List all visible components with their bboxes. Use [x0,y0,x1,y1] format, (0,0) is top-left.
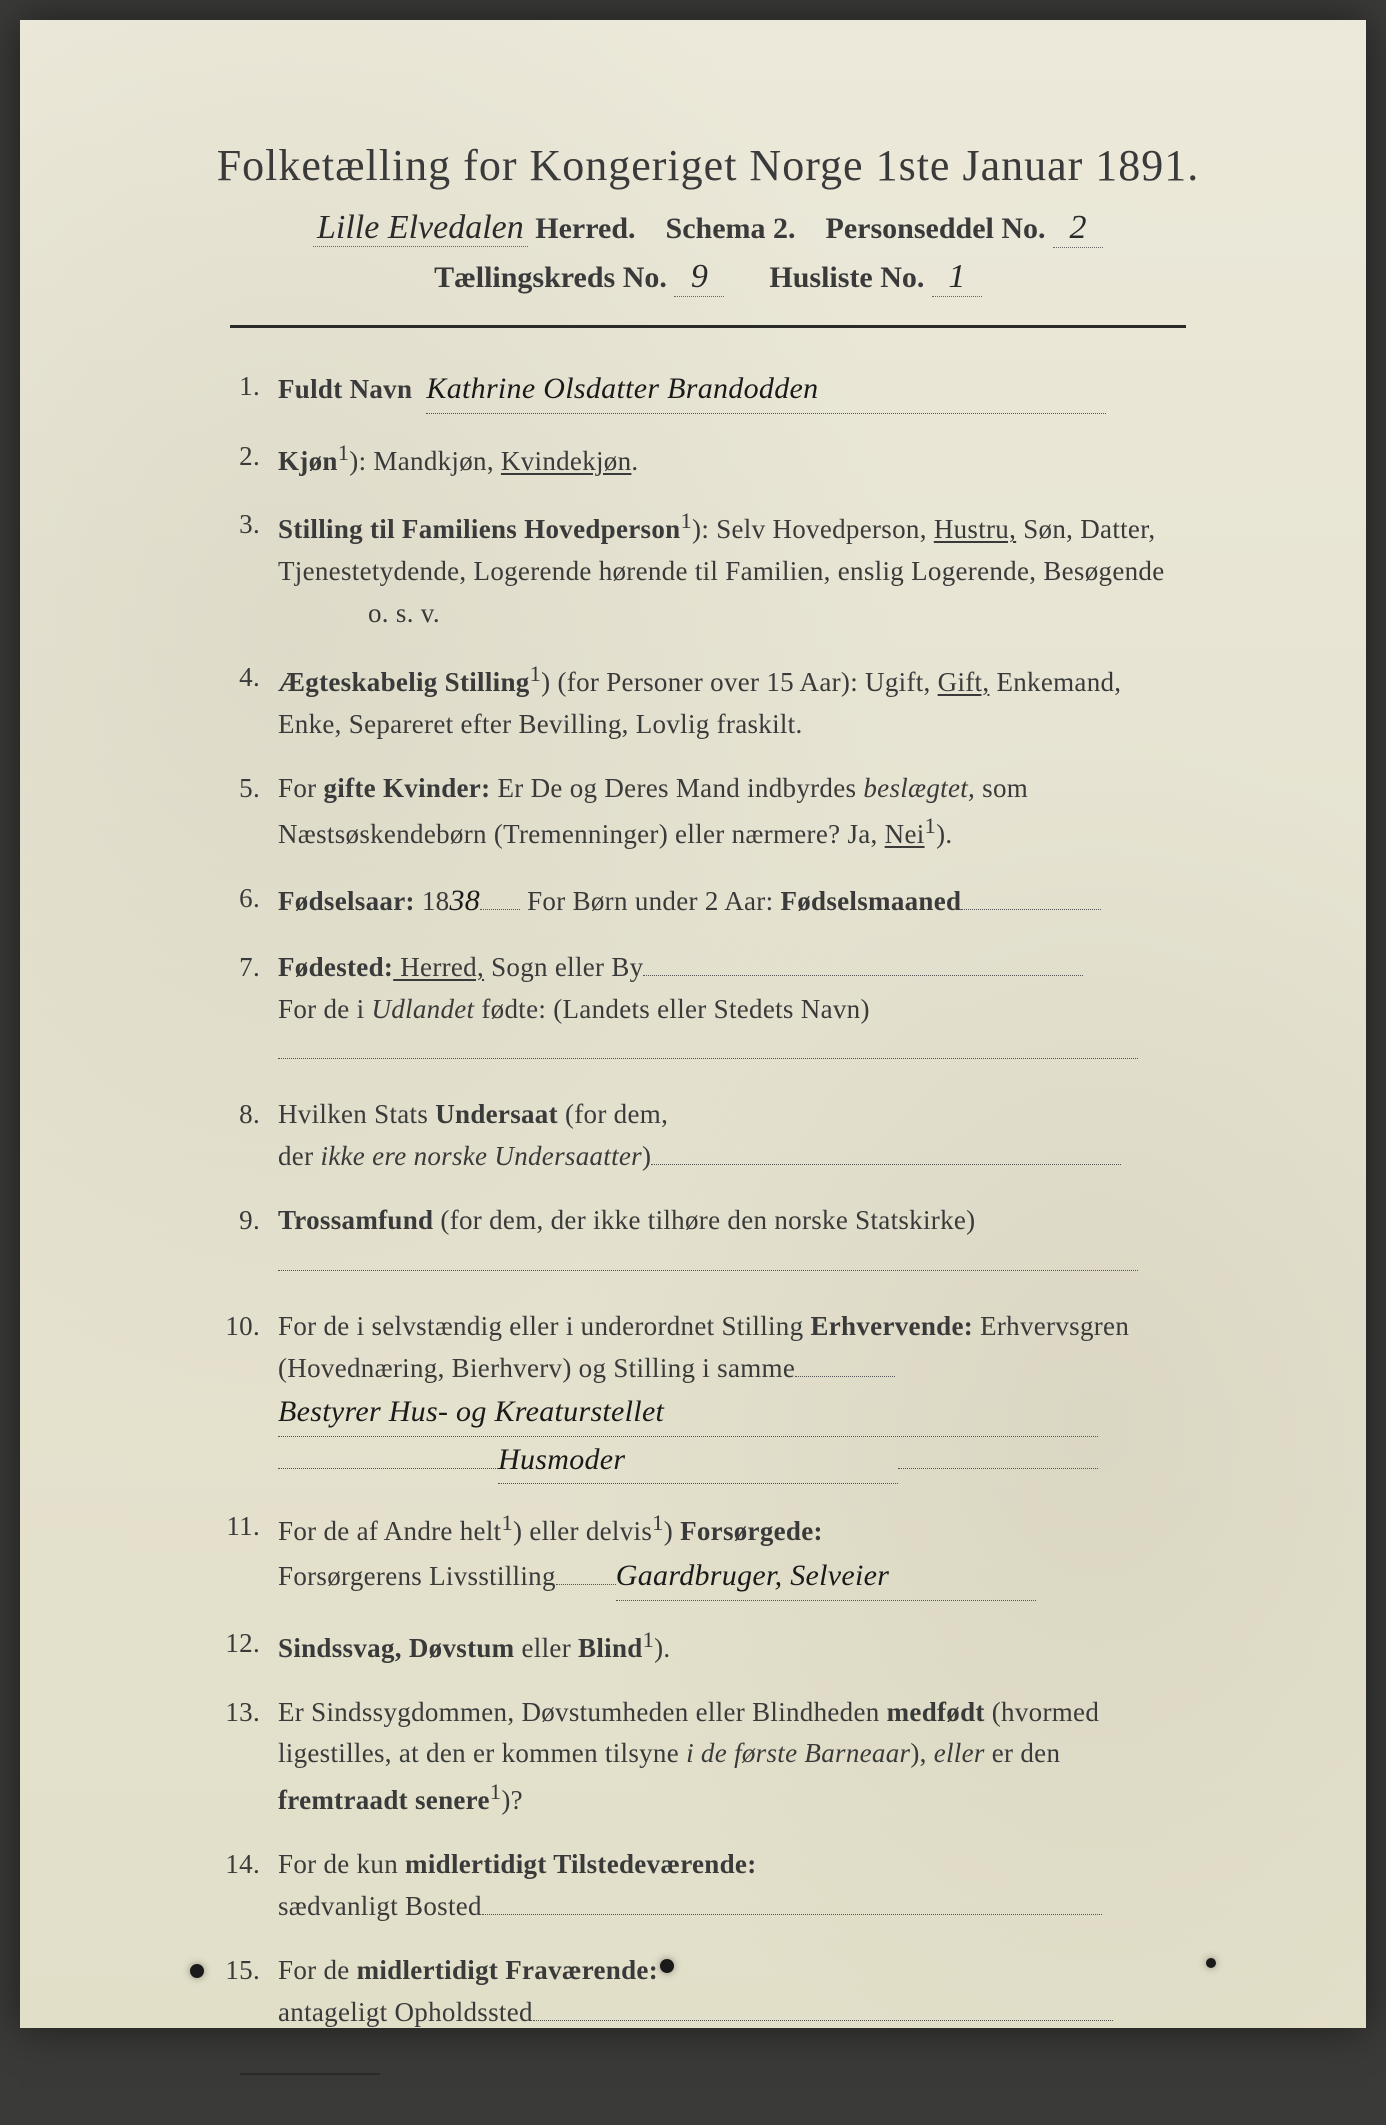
item-5: 5. For gifte Kvinder: Er De og Deres Man… [220,768,1186,857]
item-9: 9. Trossamfund (for dem, der ikke tilhør… [220,1200,1186,1284]
herred-row: Lille Elvedalen Herred. Schema 2. Person… [200,209,1216,248]
page-title: Folketælling for Kongeriget Norge 1ste J… [200,140,1216,191]
item-1: 1. Fuldt Navn Kathrine Olsdatter Brandod… [220,366,1186,414]
taellingskreds-label: Tællingskreds No. [434,261,667,294]
occupation-hand-1: Bestyrer Hus- og Kreaturstellet [278,1389,1098,1437]
herred-handwritten: Lille Elvedalen [313,209,528,247]
item-7: 7. Fødested: Herred, Sogn eller By For d… [220,947,1186,1073]
item-2: 2. Kjøn1): Mandkjøn, Kvindekjøn. [220,436,1186,483]
occupation-hand-2: Husmoder [498,1437,898,1485]
form-body: 1. Fuldt Navn Kathrine Olsdatter Brandod… [200,366,1216,2033]
item-3: 3. Stilling til Familiens Hovedperson1):… [220,504,1186,635]
item-14: 14. For de kun midlertidigt Tilstedevære… [220,1844,1186,1928]
header-rule [230,325,1186,328]
item-13: 13. Er Sindssygdommen, Døvstumheden elle… [220,1692,1186,1823]
schema-label: Schema 2. [666,212,796,245]
paper-speck-1 [190,1964,204,1978]
item-4: 4. Ægteskabelig Stilling1) (for Personer… [220,657,1186,746]
herred-label: Herred. [535,212,635,245]
item-6: 6. Fødselsaar: 1838 For Børn under 2 Aar… [220,878,1186,925]
item-15: 15. For de midlertidigt Fraværende: anta… [220,1950,1186,2034]
paper-speck-3 [1206,1958,1216,1968]
personseddel-label: Personseddel No. [826,212,1046,245]
footnote-rule [240,2073,380,2075]
husliste-label: Husliste No. [769,261,924,294]
name-handwritten: Kathrine Olsdatter Brandodden [426,366,1106,414]
item-8: 8. Hvilken Stats Undersaat (for dem, der… [220,1094,1186,1178]
husliste-no: 1 [932,258,982,297]
birthyear-handwritten: 38 [449,884,480,917]
item-10: 10. For de i selvstændig eller i underor… [220,1306,1186,1485]
item-12: 12. Sindssvag, Døvstum eller Blind1). [220,1623,1186,1670]
taellingskreds-no: 9 [674,258,724,297]
personseddel-no: 2 [1053,209,1103,248]
census-form-page: Folketælling for Kongeriget Norge 1ste J… [20,20,1366,2028]
provider-hand: Gaardbruger, Selveier [616,1553,1036,1601]
item-11: 11. For de af Andre helt1) eller delvis1… [220,1506,1186,1600]
footnote: ¹) De for hvert Tilfælde passende Ord un… [200,2095,1216,2125]
paper-speck-2 [660,1959,674,1973]
kreds-row: Tællingskreds No. 9 Husliste No. 1 [200,258,1216,297]
